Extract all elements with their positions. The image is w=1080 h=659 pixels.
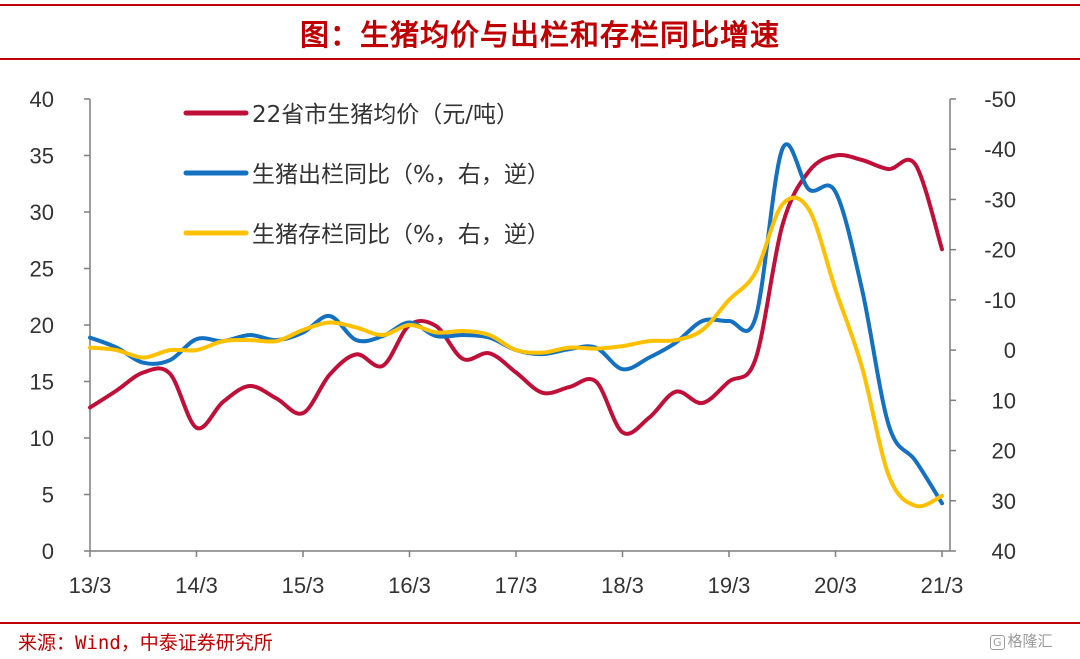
watermark-logo-icon: G [990,635,1005,650]
x-tick-label: 18/3 [601,573,644,598]
watermark: G 格隆汇 [990,630,1053,651]
left-tick-label: 25 [30,257,54,282]
right-tick-label: -50 [984,87,1016,112]
x-tick-label: 21/3 [921,573,964,598]
right-tick-label: -30 [984,187,1016,212]
left-tick-label: 0 [42,539,54,564]
left-tick-label: 10 [30,426,54,451]
x-tick-label: 14/3 [175,573,218,598]
legend-item-price-label: 22省市生猪均价（元/吨） [252,102,519,128]
title-rule [0,58,1080,60]
right-tick-label: -10 [984,288,1016,313]
left-tick-label: 20 [30,313,54,338]
right-tick-label: 20 [992,439,1016,464]
watermark-text: 格隆汇 [1007,632,1053,650]
top-rule [0,4,1080,6]
right-tick-label: -20 [984,238,1016,263]
series-line-outflow-yoy [88,142,944,506]
left-tick-label: 30 [30,200,54,225]
right-tick-label: 10 [992,388,1016,413]
right-tick-label: 40 [992,539,1016,564]
series-line-stock-yoy [88,195,944,509]
bottom-rule [0,622,1080,624]
x-tick-label: 15/3 [282,573,325,598]
chart-title: 图：生猪均价与出栏和存栏同比增速 [299,18,780,52]
left-tick-label: 5 [42,483,54,508]
series-line-price [88,153,944,436]
x-tick-label: 17/3 [495,573,538,598]
x-tick-label: 16/3 [388,573,431,598]
left-tick-label: 35 [30,144,54,169]
right-tick-label: 0 [1004,338,1016,363]
right-tick-label: -40 [984,137,1016,162]
left-tick-label: 40 [30,87,54,112]
legend-item-outflow-label: 生猪出栏同比（%，右，逆） [252,162,550,188]
legend-item-stock-label: 生猪存栏同比（%，右，逆） [252,222,550,248]
line-chart: 0 5 10 15 20 25 30 35 40 -50 -40 -30 -20 -10 0 10 20 30 40… [30,87,1016,598]
source-note: 来源：Wind，中泰证券研究所 [18,632,273,654]
x-tick-label: 20/3 [814,573,857,598]
left-tick-label: 15 [30,370,54,395]
right-tick-label: 30 [992,489,1016,514]
x-tick-label: 19/3 [708,573,751,598]
x-tick-label: 13/3 [69,573,112,598]
